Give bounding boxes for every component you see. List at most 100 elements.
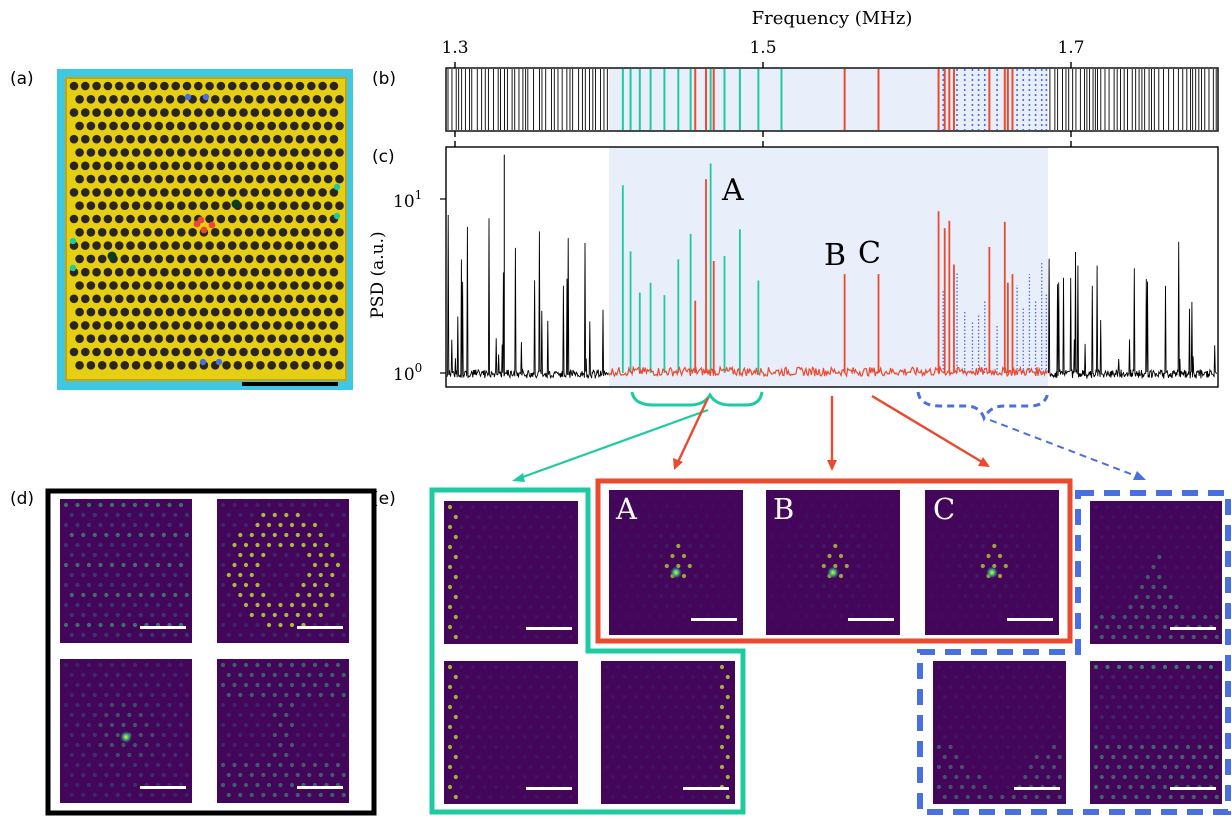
mode-site: [551, 664, 556, 670]
mode-site: [1214, 674, 1219, 680]
marker-teal: [333, 183, 341, 191]
mode-site: [1214, 774, 1219, 780]
mode-site: [341, 792, 346, 798]
mode-site: [86, 562, 92, 568]
mode-site: [733, 563, 738, 569]
mode-site: [539, 764, 545, 770]
mode-site: [867, 583, 872, 589]
mode-site: [1116, 604, 1122, 610]
mode-site: [685, 724, 690, 730]
mode-site: [994, 704, 999, 710]
mode-site: [934, 503, 939, 509]
mode-site: [662, 664, 667, 670]
scale-bar: [140, 626, 186, 629]
mode-site: [710, 523, 715, 529]
mode-site: [1145, 514, 1150, 520]
mode-site: [980, 543, 985, 549]
mode-site: [301, 742, 306, 748]
mode-site: [1197, 544, 1202, 550]
mode-site: [798, 563, 803, 569]
mode-site: [465, 534, 470, 540]
lattice-hole: [171, 347, 180, 357]
panel-b-frequency-lines: Frequency (MHz) 1.3 1.5 1.7: [441, 8, 1219, 137]
panel-label-b: (b): [372, 69, 396, 89]
mode-site: [969, 543, 974, 549]
mode-site: [1208, 744, 1214, 750]
mode-site: [838, 613, 844, 619]
mode-site: [792, 613, 798, 619]
mode-site: [1020, 493, 1026, 499]
mode-site: [670, 613, 675, 619]
mode-site: [284, 712, 289, 718]
lattice-hole: [323, 334, 333, 344]
mode-site: [557, 574, 562, 580]
lattice-hole: [126, 321, 135, 330]
mode-site: [1191, 614, 1196, 620]
mode-site: [289, 682, 295, 688]
lattice-hole: [81, 347, 90, 357]
mode-site: [1151, 624, 1156, 630]
mode-site: [965, 794, 970, 800]
mode-site: [1139, 604, 1145, 610]
lattice-hole: [222, 95, 231, 104]
mode-site: [249, 612, 254, 618]
mode-site: [1043, 493, 1049, 499]
scale-bar: [242, 382, 338, 386]
mode-site: [266, 562, 272, 568]
mode-site: [220, 622, 226, 628]
lattice-hole: [295, 214, 305, 224]
mode-site: [716, 493, 721, 499]
mode-site: [815, 513, 821, 519]
lattice-hole: [284, 347, 294, 357]
mode-site: [63, 722, 69, 728]
mode-site: [679, 674, 684, 680]
mode-site: [121, 542, 126, 548]
lattice-hole: [295, 81, 305, 91]
mode-site: [184, 772, 189, 778]
mode-site: [965, 694, 970, 700]
lattice-hole: [199, 281, 209, 290]
lattice-hole: [323, 281, 333, 290]
mode-site: [673, 664, 679, 670]
mode-site: [447, 524, 453, 530]
mode-site: [844, 563, 849, 569]
mode-site: [670, 513, 675, 519]
mode-site: [220, 582, 226, 588]
lattice-hole: [114, 188, 124, 197]
scale-bar: [691, 618, 737, 621]
mode-site: [1011, 774, 1016, 780]
lattice-hole: [143, 334, 152, 344]
lattice-hole: [261, 294, 271, 304]
mode-site: [272, 612, 277, 618]
mode-site: [493, 524, 499, 530]
mode-site: [493, 744, 499, 750]
lattice-hole: [182, 188, 192, 197]
mode-site: [1051, 684, 1057, 690]
mode-site: [138, 592, 143, 598]
mode-site: [341, 532, 346, 538]
mode-site: [681, 493, 687, 499]
mode-site: [307, 592, 312, 598]
mode-site: [604, 704, 610, 710]
mode-site: [1151, 724, 1156, 730]
mode-site: [307, 712, 312, 718]
mode-site: [453, 534, 458, 540]
mode-site: [827, 593, 832, 599]
mode-hotspot: [986, 566, 998, 579]
mode-site: [476, 554, 481, 560]
mode-site: [604, 664, 610, 670]
mode-site: [1034, 774, 1039, 780]
mode-site: [733, 583, 738, 589]
mode-site: [1134, 554, 1139, 560]
mode-site: [98, 702, 103, 708]
ytick-10-1: 101: [393, 188, 422, 212]
marker-red: [200, 226, 208, 234]
lattice-hole: [307, 241, 316, 250]
mode-site: [266, 702, 272, 708]
lattice-hole: [182, 214, 192, 224]
mode-image-bg: [217, 659, 349, 803]
mode-site: [861, 533, 867, 539]
mode-site: [505, 544, 510, 550]
mode-site: [488, 634, 493, 640]
mode-site: [699, 523, 704, 529]
